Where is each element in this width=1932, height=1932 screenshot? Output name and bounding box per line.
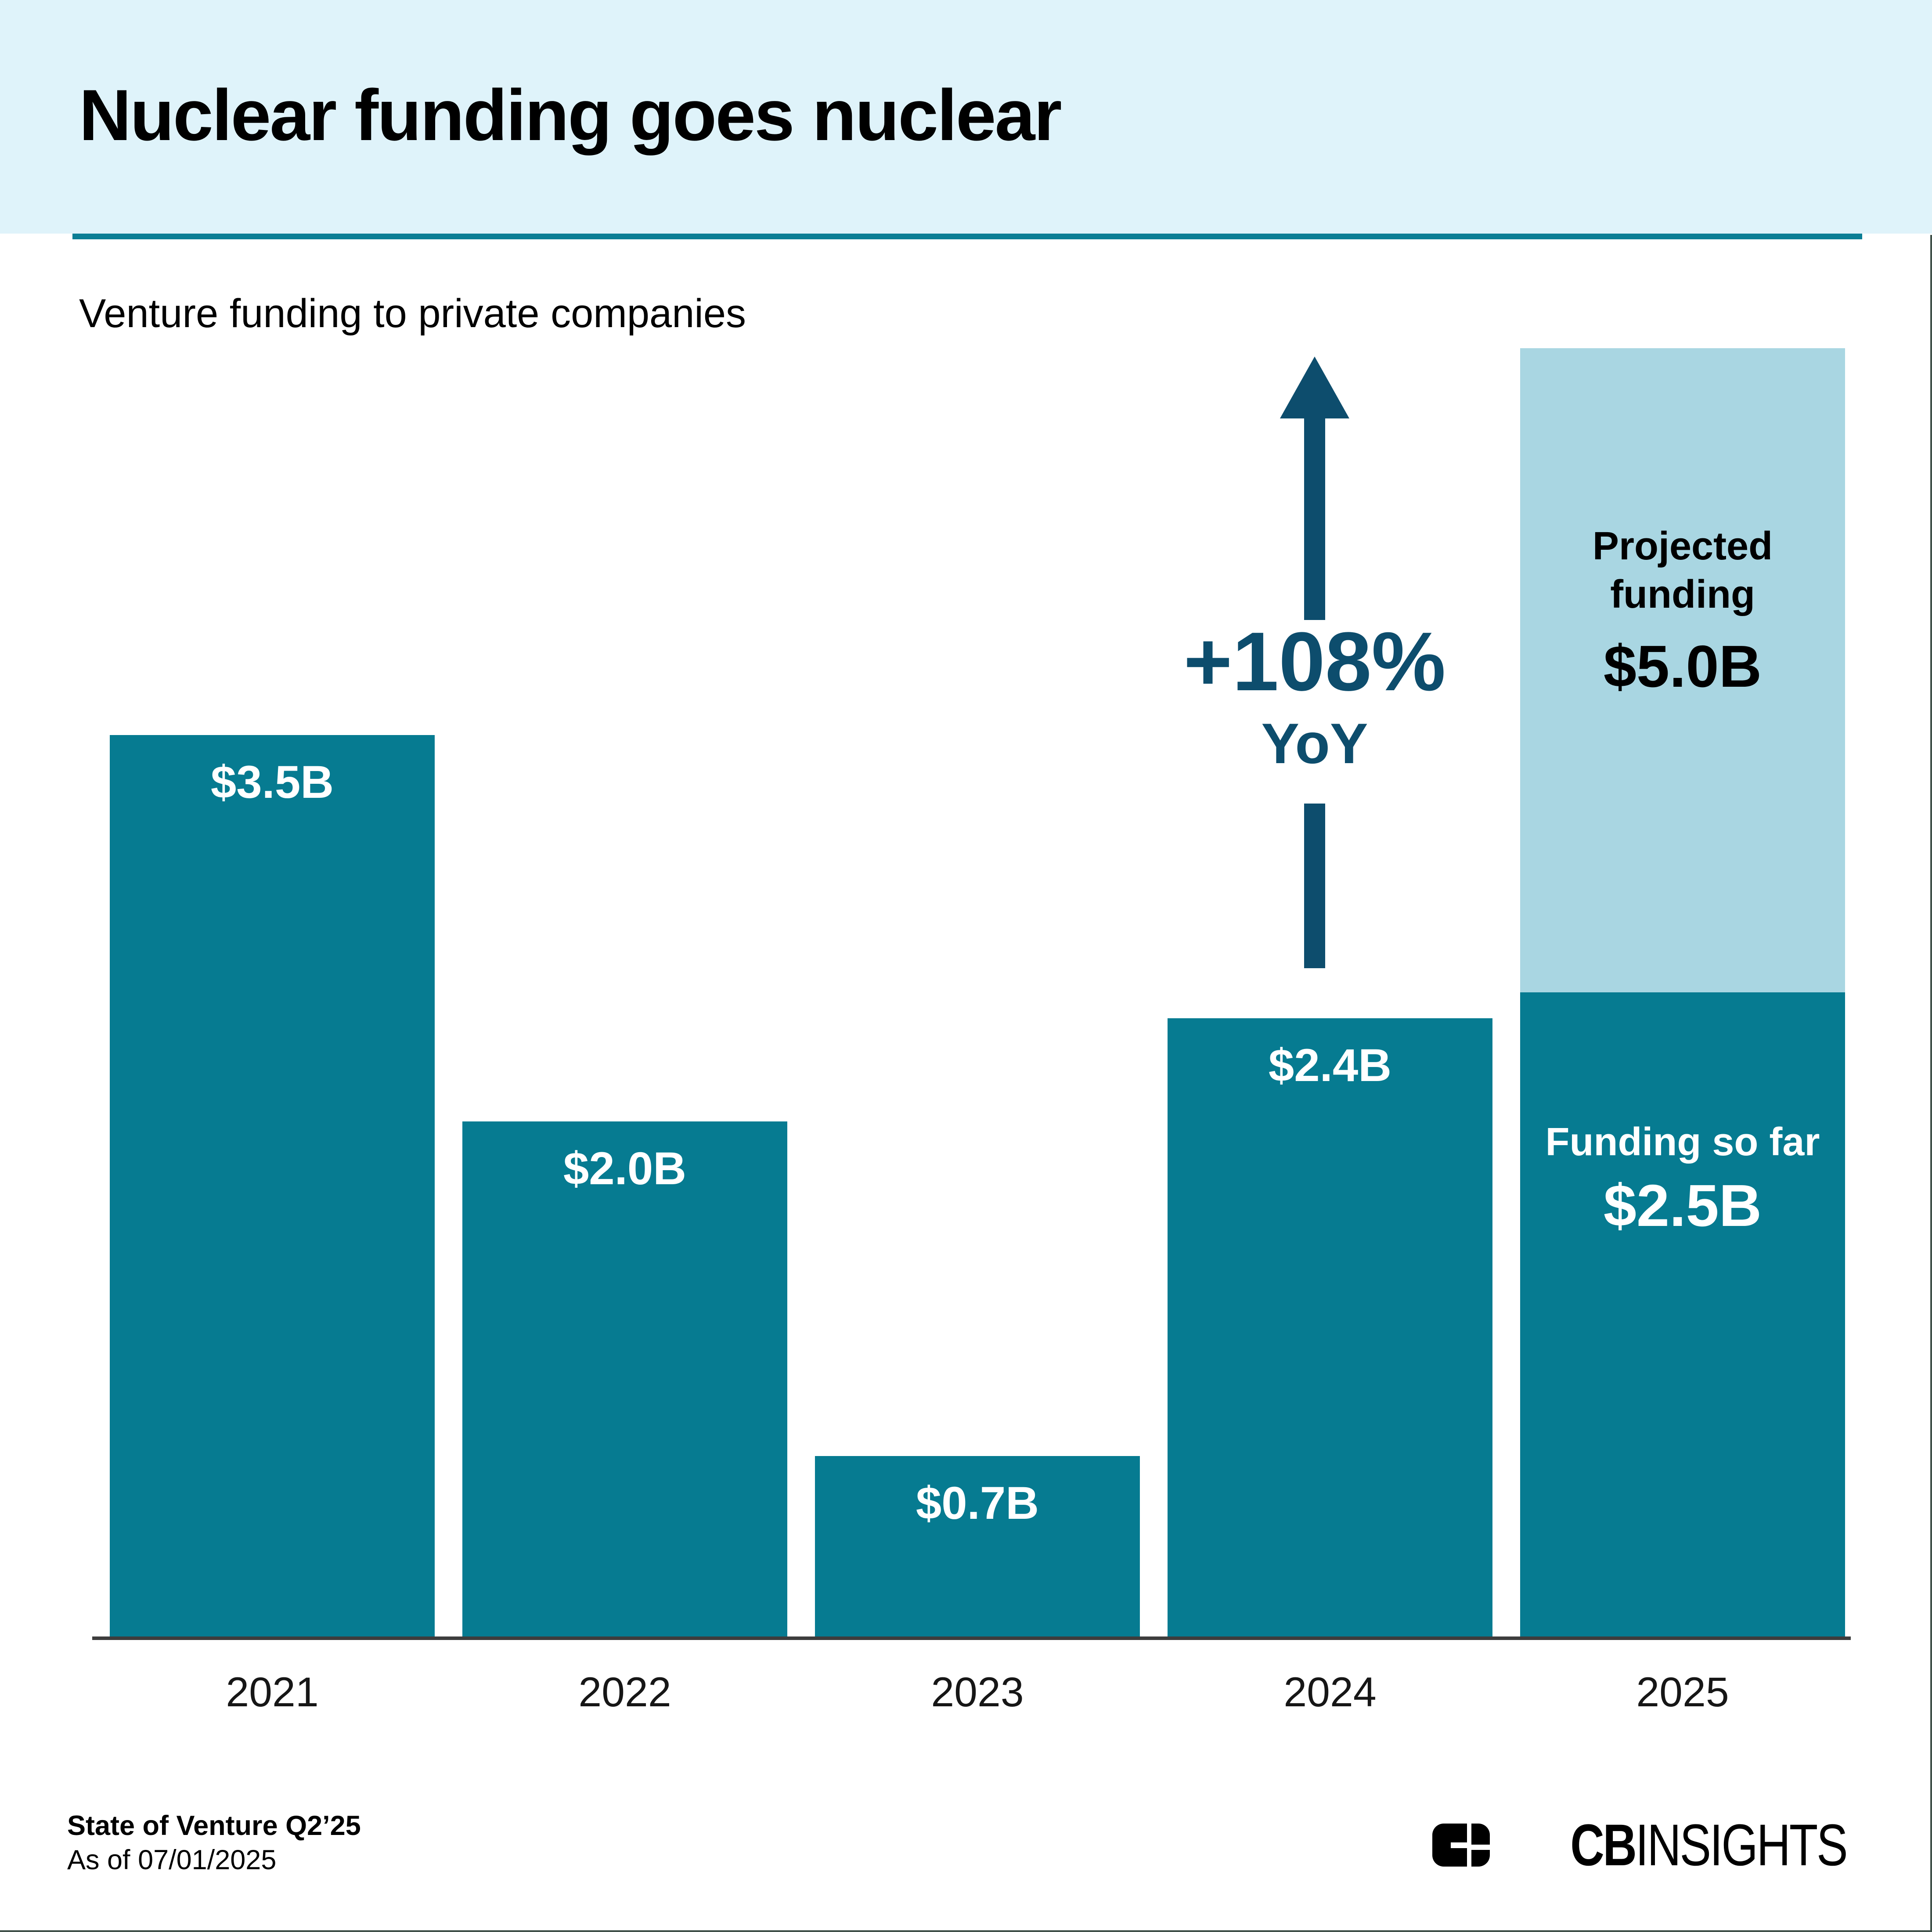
chart-subtitle: Venture funding to private companies [79, 291, 746, 336]
bar-2025-sofar-segment: Funding so far $2.5B [1520, 992, 1845, 1636]
x-tick-2023: 2023 [931, 1669, 1024, 1716]
bar-2021: $3.5B [110, 735, 435, 1636]
cbinsights-logo-text: CBINSIGHTS [1570, 1812, 1848, 1879]
projected-funding-label: Projected funding [1520, 523, 1845, 619]
yoy-change-value: +108% [1183, 615, 1446, 708]
page-title: Nuclear funding goes nuclear [79, 75, 1062, 155]
bar-2023: $0.7B [815, 1456, 1140, 1636]
bar-2021-value: $3.5B [210, 757, 334, 808]
yoy-period-label: YoY [1261, 711, 1368, 775]
bar-2022-value: $2.0B [563, 1143, 687, 1194]
x-axis-line [92, 1636, 1851, 1640]
logo-mark-right-bottom [1471, 1850, 1490, 1867]
projected-funding-label-line2: funding [1610, 572, 1755, 616]
header-band [0, 0, 1932, 234]
funding-so-far-label: Funding so far [1545, 1120, 1820, 1164]
cbinsights-logo-icon [1432, 1824, 1490, 1867]
logo-mark-notch [1450, 1842, 1467, 1848]
bar-2022: $2.0B [462, 1121, 787, 1636]
title-rule [72, 234, 1862, 239]
projected-funding-label-line1: Projected [1592, 524, 1773, 568]
x-tick-2024: 2024 [1283, 1669, 1377, 1716]
bar-2024: $2.4B [1168, 1018, 1492, 1636]
x-tick-2025: 2025 [1636, 1669, 1729, 1716]
source-label: State of Venture Q2’25 [67, 1810, 361, 1841]
x-tick-2021: 2021 [226, 1669, 319, 1716]
bottom-edge-border [0, 1930, 1932, 1932]
as-of-date: As of 07/01/2025 [67, 1845, 277, 1875]
funding-so-far-value: $2.5B [1603, 1172, 1762, 1239]
bar-2023-value: $0.7B [916, 1478, 1039, 1529]
up-arrow-shaft-upper [1304, 417, 1325, 620]
bar-2025-projected-segment: Projected funding $5.0B [1520, 348, 1845, 992]
logo-text-insights: INSIGHTS [1635, 1812, 1848, 1878]
logo-mark-right-top [1471, 1824, 1490, 1845]
cbinsights-logo: CBINSIGHTS [1432, 1813, 1848, 1878]
projected-funding-value: $5.0B [1603, 633, 1762, 699]
logo-text-cb: CB [1570, 1812, 1637, 1878]
up-arrow-shaft-lower [1304, 804, 1325, 968]
bar-2024-value: $2.4B [1268, 1040, 1392, 1091]
right-edge-border [1930, 235, 1932, 1932]
up-arrow-icon [1280, 357, 1349, 418]
x-tick-2022: 2022 [578, 1669, 671, 1716]
